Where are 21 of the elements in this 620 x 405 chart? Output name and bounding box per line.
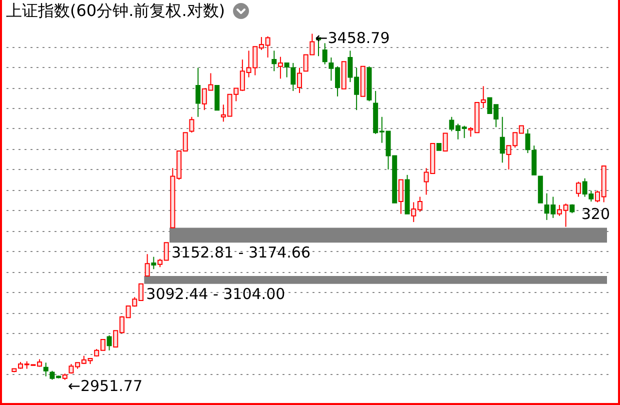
band-label: 3092.44 - 3104.00 — [146, 284, 286, 303]
candlestick — [151, 256, 156, 270]
candlestick — [189, 116, 194, 134]
band-label: 3152.81 - 3174.66 — [172, 244, 311, 262]
candlestick — [398, 179, 404, 214]
candlestick — [43, 362, 48, 377]
candlestick — [106, 334, 112, 351]
candlestick — [278, 56, 283, 80]
annotation: ←2951.77 — [68, 376, 143, 395]
candlestick — [500, 116, 505, 164]
candlestick — [296, 67, 302, 94]
candlestick — [525, 128, 530, 154]
chart-title: 上证指数(60分钟.前复权.对数) — [6, 1, 226, 20]
annotation: 320 — [581, 205, 610, 223]
candlestick — [272, 50, 277, 72]
annotation: ←3458.79 — [315, 28, 390, 47]
candlestick — [196, 67, 201, 118]
candlestick — [322, 42, 328, 65]
candlestick — [576, 181, 581, 198]
candlestick — [442, 132, 448, 152]
candlestick — [144, 254, 150, 276]
